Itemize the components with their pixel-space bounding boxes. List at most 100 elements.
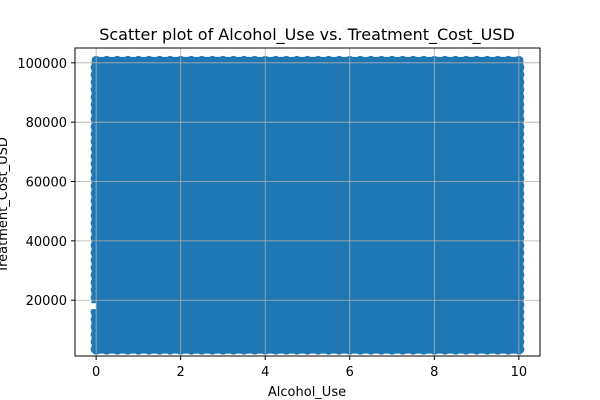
scatter-point (102, 55, 112, 65)
scatter-point (90, 144, 100, 154)
scatter-point (515, 307, 525, 317)
scatter-point (90, 188, 100, 198)
scatter-point (90, 114, 100, 124)
scatter-point (281, 55, 291, 65)
scatter-point (366, 345, 376, 355)
scatter-point (515, 92, 525, 102)
scatter-point (408, 55, 418, 65)
scatter-point (515, 315, 525, 325)
scatter-point (303, 55, 312, 65)
scatter-point (515, 107, 525, 117)
scatter-point (90, 129, 100, 139)
scatter-point (324, 345, 334, 355)
scatter-point (515, 99, 525, 109)
scatter-point (90, 62, 100, 72)
scatter-point (387, 345, 397, 355)
scatter-point (90, 70, 100, 80)
scatter-point (515, 240, 525, 250)
scatter-point (419, 55, 429, 65)
scatter-point (461, 345, 471, 355)
scatter-point (165, 55, 175, 65)
scatter-point (90, 151, 100, 161)
scatter-point (90, 211, 100, 221)
scatter-point (515, 285, 525, 295)
scatter-point (515, 77, 525, 87)
scatter-point (515, 300, 525, 310)
scatter-point (90, 292, 100, 302)
scatter-point (515, 196, 525, 206)
scatter-point (515, 85, 525, 95)
scatter-point-cloud (91, 56, 524, 354)
scatter-point (398, 55, 408, 65)
scatter-point (90, 277, 100, 287)
scatter-point (144, 55, 154, 65)
scatter-point (334, 55, 344, 65)
scatter-point (515, 129, 525, 139)
scatter-point (515, 211, 525, 221)
scatter-point (324, 55, 334, 65)
scatter-point (515, 255, 525, 265)
y-tick-label: 80000 (26, 116, 67, 131)
scatter-point (515, 322, 525, 332)
scatter-point (515, 248, 525, 258)
scatter-point (90, 285, 100, 295)
scatter-point (493, 345, 503, 355)
y-tick-label: 20000 (26, 294, 67, 309)
scatter-point (90, 92, 100, 102)
scatter-point (515, 151, 525, 161)
x-tick-label: 4 (261, 365, 269, 380)
scatter-gap (89, 303, 97, 310)
scatter-point (90, 196, 100, 206)
scatter-point (419, 345, 429, 355)
scatter-point (207, 345, 217, 355)
scatter-point (207, 55, 217, 65)
scatter-point (355, 55, 365, 65)
scatter-point (102, 345, 112, 355)
scatter-point (90, 77, 100, 87)
scatter-point (387, 55, 397, 65)
scatter-point (515, 337, 525, 347)
scatter-point (90, 322, 100, 332)
scatter-point (218, 345, 228, 355)
y-tick-label: 60000 (26, 176, 67, 191)
scatter-point (515, 166, 525, 176)
scatter-point (155, 345, 165, 355)
scatter-point (90, 315, 100, 325)
scatter-point (186, 55, 196, 65)
scatter-point (281, 345, 291, 355)
scatter-point (90, 344, 100, 354)
scatter-point (515, 114, 525, 124)
scatter-point (450, 55, 460, 65)
scatter-point (90, 203, 100, 213)
scatter-point (482, 345, 492, 355)
scatter-point (112, 55, 122, 65)
scatter-point (493, 55, 503, 65)
scatter-point (440, 55, 450, 65)
scatter-point (366, 55, 376, 65)
y-tick-label: 100000 (17, 57, 67, 72)
scatter-point (313, 55, 323, 65)
x-tick-label: 6 (346, 365, 354, 380)
scatter-point (408, 345, 418, 355)
scatter-point (90, 166, 100, 176)
scatter-point (165, 345, 175, 355)
scatter-point (515, 225, 525, 235)
scatter-point (90, 248, 100, 258)
scatter-point (90, 174, 100, 184)
scatter-point (90, 225, 100, 235)
scatter-point (313, 345, 323, 355)
scatter-point (503, 345, 513, 355)
scatter-point (90, 99, 100, 109)
scatter-point (90, 159, 100, 169)
scatter-point (503, 55, 513, 65)
scatter-point (90, 255, 100, 265)
scatter-point (515, 203, 525, 213)
scatter-point (515, 144, 525, 154)
scatter-point (440, 345, 450, 355)
scatter-point (90, 263, 100, 273)
x-tick-label: 8 (430, 365, 438, 380)
scatter-point (133, 345, 143, 355)
scatter-point (472, 55, 482, 65)
scatter-point (90, 240, 100, 250)
scatter-point (250, 55, 260, 65)
